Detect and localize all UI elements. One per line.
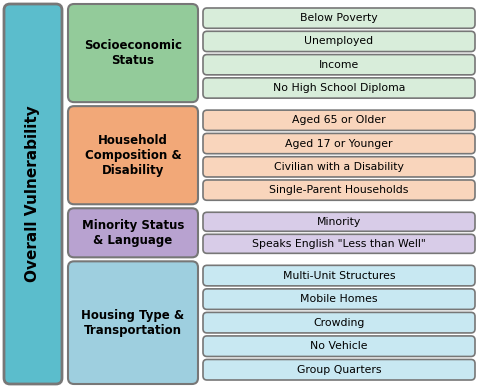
Text: Single-Parent Households: Single-Parent Households — [269, 185, 408, 195]
Text: Civilian with a Disability: Civilian with a Disability — [274, 162, 404, 172]
Text: Crowding: Crowding — [313, 318, 365, 328]
FancyBboxPatch shape — [68, 262, 198, 384]
Text: Household
Composition &
Disability: Household Composition & Disability — [84, 134, 181, 177]
FancyBboxPatch shape — [68, 208, 198, 257]
Text: Below Poverty: Below Poverty — [300, 13, 378, 23]
Text: Minority Status
& Language: Minority Status & Language — [82, 219, 184, 247]
FancyBboxPatch shape — [203, 336, 475, 357]
Text: No Vehicle: No Vehicle — [310, 341, 368, 351]
Text: No High School Diploma: No High School Diploma — [273, 83, 405, 93]
Text: Aged 17 or Younger: Aged 17 or Younger — [285, 139, 393, 149]
Text: Multi-Unit Structures: Multi-Unit Structures — [283, 270, 395, 281]
FancyBboxPatch shape — [203, 78, 475, 98]
Text: Speaks English "Less than Well": Speaks English "Less than Well" — [252, 239, 426, 249]
FancyBboxPatch shape — [203, 212, 475, 231]
FancyBboxPatch shape — [203, 55, 475, 75]
Text: Overall Vulnerability: Overall Vulnerability — [25, 106, 40, 282]
Text: Minority: Minority — [317, 217, 361, 227]
FancyBboxPatch shape — [203, 234, 475, 253]
Text: Income: Income — [319, 60, 359, 70]
FancyBboxPatch shape — [203, 110, 475, 130]
Text: Unemployed: Unemployed — [304, 36, 373, 47]
Text: Socioeconomic
Status: Socioeconomic Status — [84, 39, 182, 67]
FancyBboxPatch shape — [203, 359, 475, 380]
FancyBboxPatch shape — [68, 106, 198, 204]
FancyBboxPatch shape — [203, 31, 475, 52]
FancyBboxPatch shape — [203, 289, 475, 309]
FancyBboxPatch shape — [203, 157, 475, 177]
Text: Aged 65 or Older: Aged 65 or Older — [292, 115, 386, 125]
FancyBboxPatch shape — [203, 312, 475, 333]
FancyBboxPatch shape — [203, 180, 475, 200]
Text: Group Quarters: Group Quarters — [297, 365, 381, 375]
Text: Mobile Homes: Mobile Homes — [300, 294, 378, 304]
FancyBboxPatch shape — [203, 265, 475, 286]
FancyBboxPatch shape — [4, 4, 62, 384]
FancyBboxPatch shape — [68, 4, 198, 102]
FancyBboxPatch shape — [203, 8, 475, 28]
Text: Housing Type &
Transportation: Housing Type & Transportation — [82, 309, 185, 337]
FancyBboxPatch shape — [203, 133, 475, 154]
